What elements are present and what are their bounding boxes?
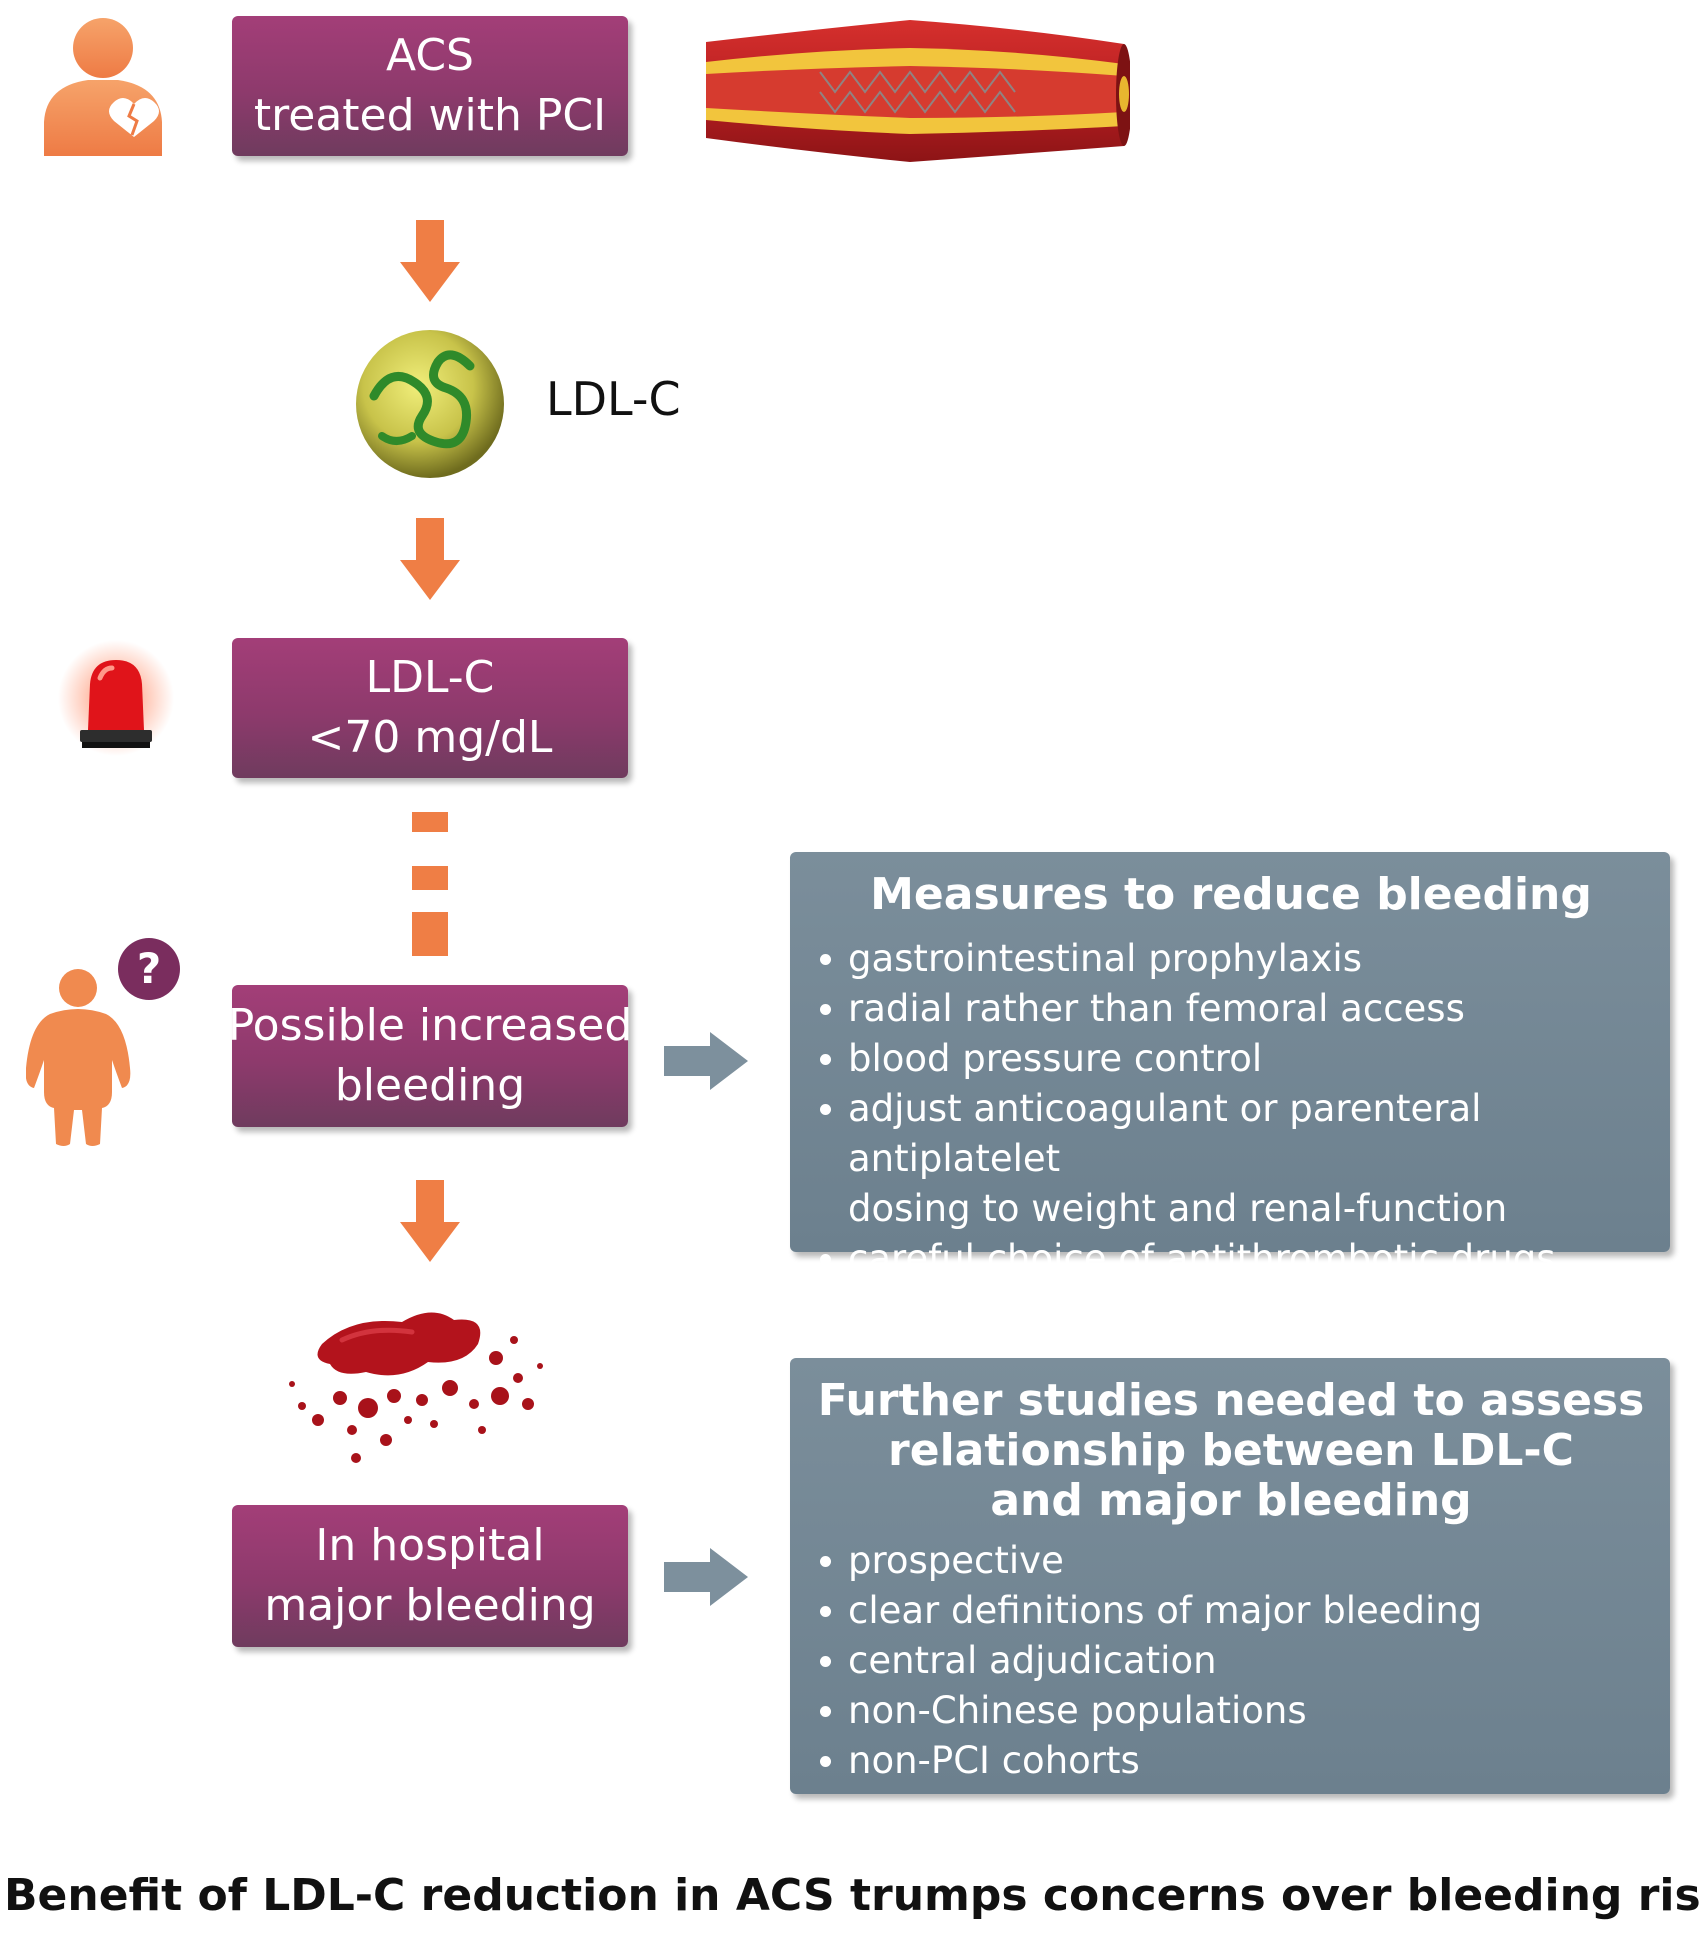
artery-stent-illustration	[706, 20, 1130, 162]
list-item: non-PCI cohorts	[814, 1736, 1648, 1786]
list-item: adjust anticoagulant or parenteral antip…	[814, 1084, 1648, 1234]
ldl-particle-icon	[356, 330, 504, 478]
dashed-connector-segment	[412, 912, 448, 956]
alarm-siren-icon	[58, 640, 174, 756]
acs-treated-with-pci-box: ACS treated with PCI	[232, 16, 628, 156]
acs-box-line2: treated with PCI	[253, 90, 607, 141]
overweight-person-icon	[26, 969, 131, 1146]
measures-list: gastrointestinal prophylaxis radial rath…	[814, 934, 1648, 1284]
question-badge: ?	[118, 938, 180, 1000]
in-hospital-major-bleeding-box: In hospital major bleeding	[232, 1505, 628, 1647]
list-item: clear definitions of major bleeding	[814, 1586, 1648, 1636]
list-item: careful choice of antithrombotic drugs	[814, 1234, 1648, 1284]
list-item: radial rather than femoral access	[814, 984, 1648, 1034]
list-item: blood pressure control	[814, 1034, 1648, 1084]
further-studies-list: prospective clear definitions of major b…	[814, 1536, 1648, 1786]
dashed-connector-segment	[412, 812, 448, 832]
possible-bleeding-line1: Possible increased	[227, 1000, 633, 1051]
further-studies-title-line3: and major bleeding	[990, 1475, 1472, 1526]
down-arrow-1	[400, 220, 460, 302]
list-item: prospective	[814, 1536, 1648, 1586]
major-bleeding-line2: major bleeding	[264, 1580, 596, 1631]
acs-box-line1: ACS	[386, 30, 474, 81]
right-arrow-2	[664, 1548, 748, 1606]
measures-title: Measures to reduce bleeding	[870, 869, 1592, 920]
major-bleeding-line1: In hospital	[315, 1520, 545, 1571]
list-item: non-Chinese populations	[814, 1686, 1648, 1736]
down-arrow-2	[400, 518, 460, 600]
ldl-c-label: LDL-C	[546, 372, 681, 426]
list-item: gastrointestinal prophylaxis	[814, 934, 1648, 984]
list-item-continuation: dosing to weight and renal-function	[848, 1187, 1508, 1230]
question-mark-icon: ?	[136, 944, 162, 993]
further-studies-title-line1: Further studies needed to assess	[817, 1375, 1645, 1426]
dashed-connector-segment	[412, 866, 448, 890]
further-studies-box: Further studies needed to assess relatio…	[790, 1358, 1670, 1794]
patient-heartbreak-icon	[44, 18, 162, 156]
list-item-text: adjust anticoagulant or parenteral antip…	[848, 1087, 1482, 1180]
possible-bleeding-box: Possible increased bleeding	[228, 985, 632, 1127]
footer-caption: Benefit of LDL-C reduction in ACS trumps…	[4, 1870, 1700, 1921]
further-studies-title-line2: relationship between LDL-C	[888, 1425, 1574, 1476]
right-arrow-1	[664, 1032, 748, 1090]
list-item: central adjudication	[814, 1636, 1648, 1686]
blood-splatter-icon	[289, 1312, 543, 1463]
possible-bleeding-line2: bleeding	[334, 1060, 526, 1111]
measures-to-reduce-bleeding-box: Measures to reduce bleeding gastrointest…	[790, 852, 1670, 1280]
down-arrow-3	[400, 1180, 460, 1262]
ldl-target-box: LDL-C <70 mg/dL	[232, 638, 628, 778]
ldl-target-line2: <70 mg/dL	[307, 712, 553, 763]
ldl-target-line1: LDL-C	[365, 652, 495, 703]
